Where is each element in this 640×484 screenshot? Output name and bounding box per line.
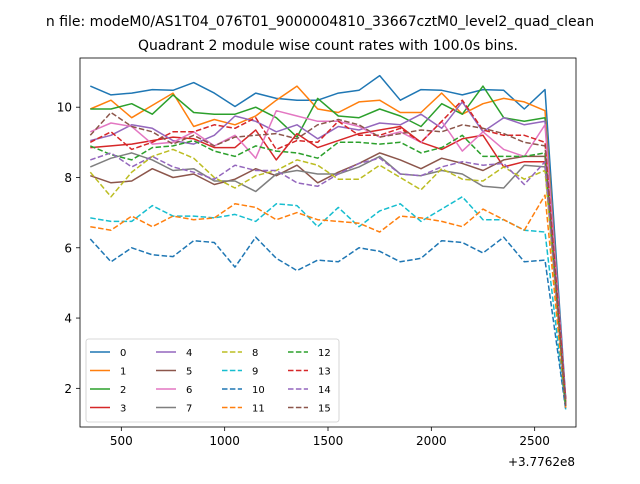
series-line-7 (90, 152, 567, 406)
x-offset-label: +3.7762e8 (508, 455, 575, 469)
legend-label-11: 11 (252, 403, 265, 414)
series-group (89, 74, 567, 410)
series-line-11 (90, 194, 567, 408)
x-tick-label-500: 500 (110, 434, 133, 448)
series-line-0 (90, 74, 567, 399)
y-tick-label-2: 2 (64, 382, 72, 396)
series-line-1 (90, 85, 567, 403)
legend-label-1: 1 (120, 366, 126, 377)
y-tick-label-8: 8 (64, 171, 72, 185)
legend-label-15: 15 (318, 403, 331, 414)
legend-label-4: 4 (186, 348, 192, 359)
y-tick-label-6: 6 (64, 241, 72, 255)
legend-label-2: 2 (120, 385, 126, 396)
legend-label-9: 9 (252, 366, 258, 377)
series-line-9 (90, 196, 567, 410)
legend-label-13: 13 (318, 366, 331, 377)
series-line-10 (89, 236, 567, 410)
legend-label-12: 12 (318, 348, 331, 359)
legend-label-8: 8 (252, 348, 258, 359)
plot-area: 500 1000 1500 2000 2500246810012345678910111… (57, 57, 577, 448)
legend-label-14: 14 (318, 385, 331, 396)
figure-suptitle: n file: modeM0/AS1T04_076T01_9000004810_… (46, 14, 594, 30)
legend-label-5: 5 (186, 366, 192, 377)
x-tick-label-2000: 2000 (416, 434, 447, 448)
series-line-8 (89, 148, 567, 406)
legend-label-10: 10 (252, 385, 265, 396)
legend-label-6: 6 (186, 385, 192, 396)
series-line-13 (89, 99, 567, 399)
series-line-5 (90, 152, 567, 406)
legend-label-0: 0 (120, 348, 126, 359)
chart-title: Quadrant 2 module wise count rates with … (138, 38, 518, 54)
series-line-12 (90, 134, 567, 406)
y-tick-label-10: 10 (57, 101, 72, 115)
legend-box (85, 338, 340, 423)
series-line-15 (89, 111, 567, 406)
series-line-2 (90, 85, 567, 406)
legend-label-7: 7 (186, 403, 192, 414)
y-tick-label-4: 4 (64, 312, 72, 326)
x-tick-label-2500: 2500 (519, 434, 550, 448)
x-tick-label-1000: 1000 (209, 434, 240, 448)
x-tick-label-1500: 1500 (313, 434, 344, 448)
legend-label-3: 3 (120, 403, 126, 414)
series-line-14 (90, 152, 567, 403)
